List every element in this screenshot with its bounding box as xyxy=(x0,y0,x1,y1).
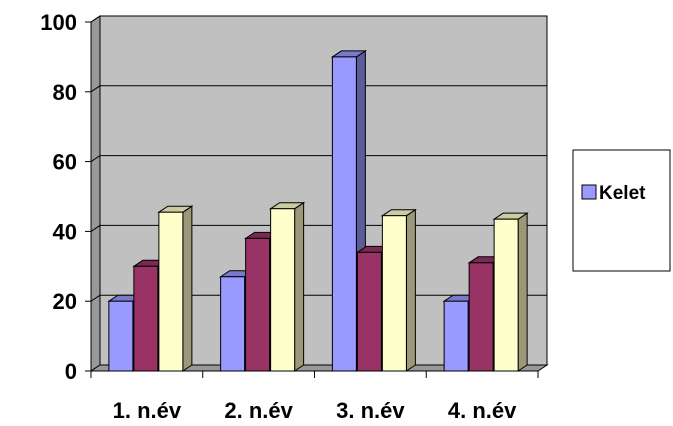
bar-side xyxy=(182,205,193,372)
bar-front xyxy=(443,300,469,372)
x-tick-label: 4. n.év xyxy=(448,398,517,423)
x-tick-label: 2. n.év xyxy=(224,398,293,423)
bar xyxy=(492,212,529,372)
bar-front xyxy=(270,208,296,372)
x-tick-labels: 1. n.év 2. n.év 3. n.év 4. n.év xyxy=(113,398,517,423)
bar-front xyxy=(356,251,382,372)
bar-front xyxy=(133,265,159,372)
side-wall xyxy=(90,15,101,372)
gridline xyxy=(90,155,547,163)
bar-front xyxy=(245,237,271,372)
bar xyxy=(380,208,418,372)
bars xyxy=(107,49,529,372)
y-tick-label: 0 xyxy=(65,359,77,384)
y-tick-labels: 0 20 40 60 80 100 xyxy=(40,10,77,384)
gridline xyxy=(90,15,547,23)
x-tick-label: 3. n.év xyxy=(336,398,405,423)
bar xyxy=(268,201,306,372)
y-tick-label: 80 xyxy=(53,80,77,105)
bar-side xyxy=(294,201,305,372)
gridline xyxy=(90,85,547,93)
legend: Kelet xyxy=(572,149,671,272)
y-tick-label: 100 xyxy=(40,10,77,35)
bar xyxy=(330,49,368,372)
bar-front xyxy=(468,262,494,372)
bar-front xyxy=(331,56,357,372)
y-tick-label: 20 xyxy=(53,289,77,314)
bar-front xyxy=(493,218,519,372)
legend-swatch-kelet xyxy=(581,184,597,200)
bar-side xyxy=(405,208,416,372)
x-tick-label: 1. n.év xyxy=(113,398,182,423)
bar-front xyxy=(220,276,246,372)
bar-front xyxy=(158,211,184,372)
legend-box xyxy=(572,149,671,272)
y-tick-label: 40 xyxy=(53,219,77,244)
bar-side xyxy=(517,212,528,372)
bar xyxy=(157,205,194,372)
bar-front xyxy=(108,300,134,372)
bar-front xyxy=(381,215,407,372)
legend-label-kelet: Kelet xyxy=(599,183,646,204)
y-tick-label: 60 xyxy=(53,150,77,175)
